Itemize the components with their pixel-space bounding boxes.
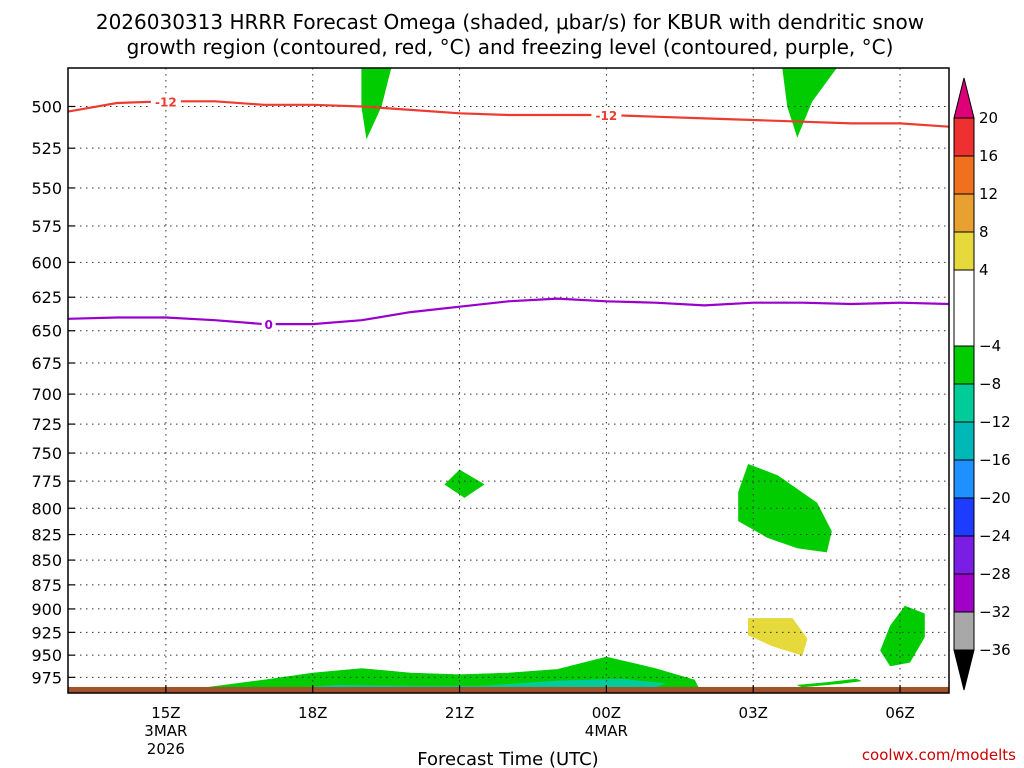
y-tick-label-775: 775: [31, 472, 62, 491]
colorbar-segment-7: [953, 421, 975, 461]
x-axis-label: Forecast Time (UTC): [417, 749, 598, 768]
y-tick-label-600: 600: [31, 253, 62, 272]
credit-text: coolwx.com/modelts: [862, 746, 1016, 764]
colorbar-label-9: −20: [979, 489, 1011, 507]
title-line-2: growth region (contoured, red, °C) and f…: [127, 35, 894, 59]
colorbar-label-0: 20: [979, 109, 998, 127]
dendritic-contour-label-1: -12: [596, 109, 618, 123]
colorbar-label-3: 8: [979, 223, 989, 241]
x-tick-label-06Z: 06Z: [885, 704, 914, 722]
colorbar-label-6: −8: [979, 375, 1001, 393]
colorbar-top-arrow: [953, 77, 975, 119]
y-tick-label-900: 900: [31, 600, 62, 619]
freezing-contour-line: [68, 297, 949, 326]
freezing-contour-label-bg-0: [261, 317, 276, 332]
x-tick-date-15Z: 3MAR: [144, 722, 187, 740]
y-axis: 500 525 550 575 600 625 650 675 700 725 750 775 800 8…: [31, 97, 75, 687]
terrain-band: [68, 686, 949, 693]
plot-fills: [68, 68, 949, 693]
freezing-contour-label-0: 0: [264, 318, 272, 332]
colorbar-label-13: −36: [979, 641, 1011, 659]
y-tick-label-725: 725: [31, 415, 62, 434]
colorbar-segment-9: [953, 497, 975, 537]
colorbar-segment-2: [953, 193, 975, 233]
omega-region-0: [361, 68, 392, 140]
grid: [68, 68, 949, 693]
colorbar-segment-5: [953, 345, 975, 385]
dendritic-contour-label-bg-0: [150, 94, 181, 109]
y-tick-label-950: 950: [31, 646, 62, 665]
x-tick-label-15Z: 15Z: [151, 704, 180, 722]
y-tick-label-625: 625: [31, 288, 62, 307]
colorbar-segment-12: [953, 611, 975, 651]
omega-region-5: [880, 605, 925, 667]
y-tick-label-925: 925: [31, 623, 62, 642]
y-tick-label-825: 825: [31, 526, 62, 545]
colorbar: 20 16 12 8 4 −4 −8 −12 −16 −20 −24 −28 −32 −36: [953, 77, 1011, 691]
omega-region-4: [747, 618, 808, 656]
x-tick-label-18Z: 18Z: [298, 704, 327, 722]
y-tick-label-975: 975: [31, 668, 62, 687]
x-tick-year-15Z: 2026: [147, 740, 185, 758]
colorbar-label-1: 16: [979, 147, 998, 165]
omega-region-3: [738, 464, 832, 553]
omega-region-1: [782, 68, 837, 138]
y-tick-label-800: 800: [31, 499, 62, 518]
y-tick-label-550: 550: [31, 179, 62, 198]
colorbar-segment-6: [953, 383, 975, 423]
y-tick-label-700: 700: [31, 385, 62, 404]
y-tick-label-750: 750: [31, 444, 62, 463]
y-tick-label-500: 500: [31, 97, 62, 116]
colorbar-segment-3: [953, 231, 975, 271]
omega-region-2: [444, 469, 485, 498]
dendritic-contour-line: [68, 100, 949, 128]
y-tick-label-850: 850: [31, 551, 62, 570]
colorbar-label-8: −16: [979, 451, 1011, 469]
dendritic-contour-label-bg-1: [591, 107, 622, 122]
colorbar-segment-0: [953, 117, 975, 157]
colorbar-segment-10: [953, 535, 975, 575]
colorbar-label-2: 12: [979, 185, 998, 203]
y-tick-label-875: 875: [31, 576, 62, 595]
colorbar-label-11: −28: [979, 565, 1011, 583]
colorbar-segment-4: [953, 269, 975, 347]
plot-frame: [67, 67, 950, 694]
colorbar-label-7: −12: [979, 413, 1011, 431]
y-tick-label-525: 525: [31, 139, 62, 158]
x-tick-label-21Z: 21Z: [445, 704, 474, 722]
dendritic-contour-label-0: -12: [155, 95, 177, 109]
y-tick-label-650: 650: [31, 322, 62, 341]
y-tick-label-675: 675: [31, 354, 62, 373]
colorbar-label-4: 4: [979, 261, 989, 279]
y-tick-label-575: 575: [31, 217, 62, 236]
colorbar-segment-8: [953, 459, 975, 499]
contours: -12 -12 0: [68, 94, 949, 332]
colorbar-label-12: −32: [979, 603, 1011, 621]
colorbar-label-10: −24: [979, 527, 1011, 545]
colorbar-segment-11: [953, 573, 975, 613]
colorbar-bottom-arrow: [953, 649, 975, 691]
x-tick-label-00Z: 00Z: [592, 704, 621, 722]
x-tick-label-03Z: 03Z: [739, 704, 768, 722]
title-line-1: 2026030313 HRRR Forecast Omega (shaded, …: [96, 10, 924, 34]
x-tick-date-00Z: 4MAR: [585, 722, 628, 740]
colorbar-segment-1: [953, 155, 975, 195]
colorbar-label-5: −4: [979, 337, 1001, 355]
